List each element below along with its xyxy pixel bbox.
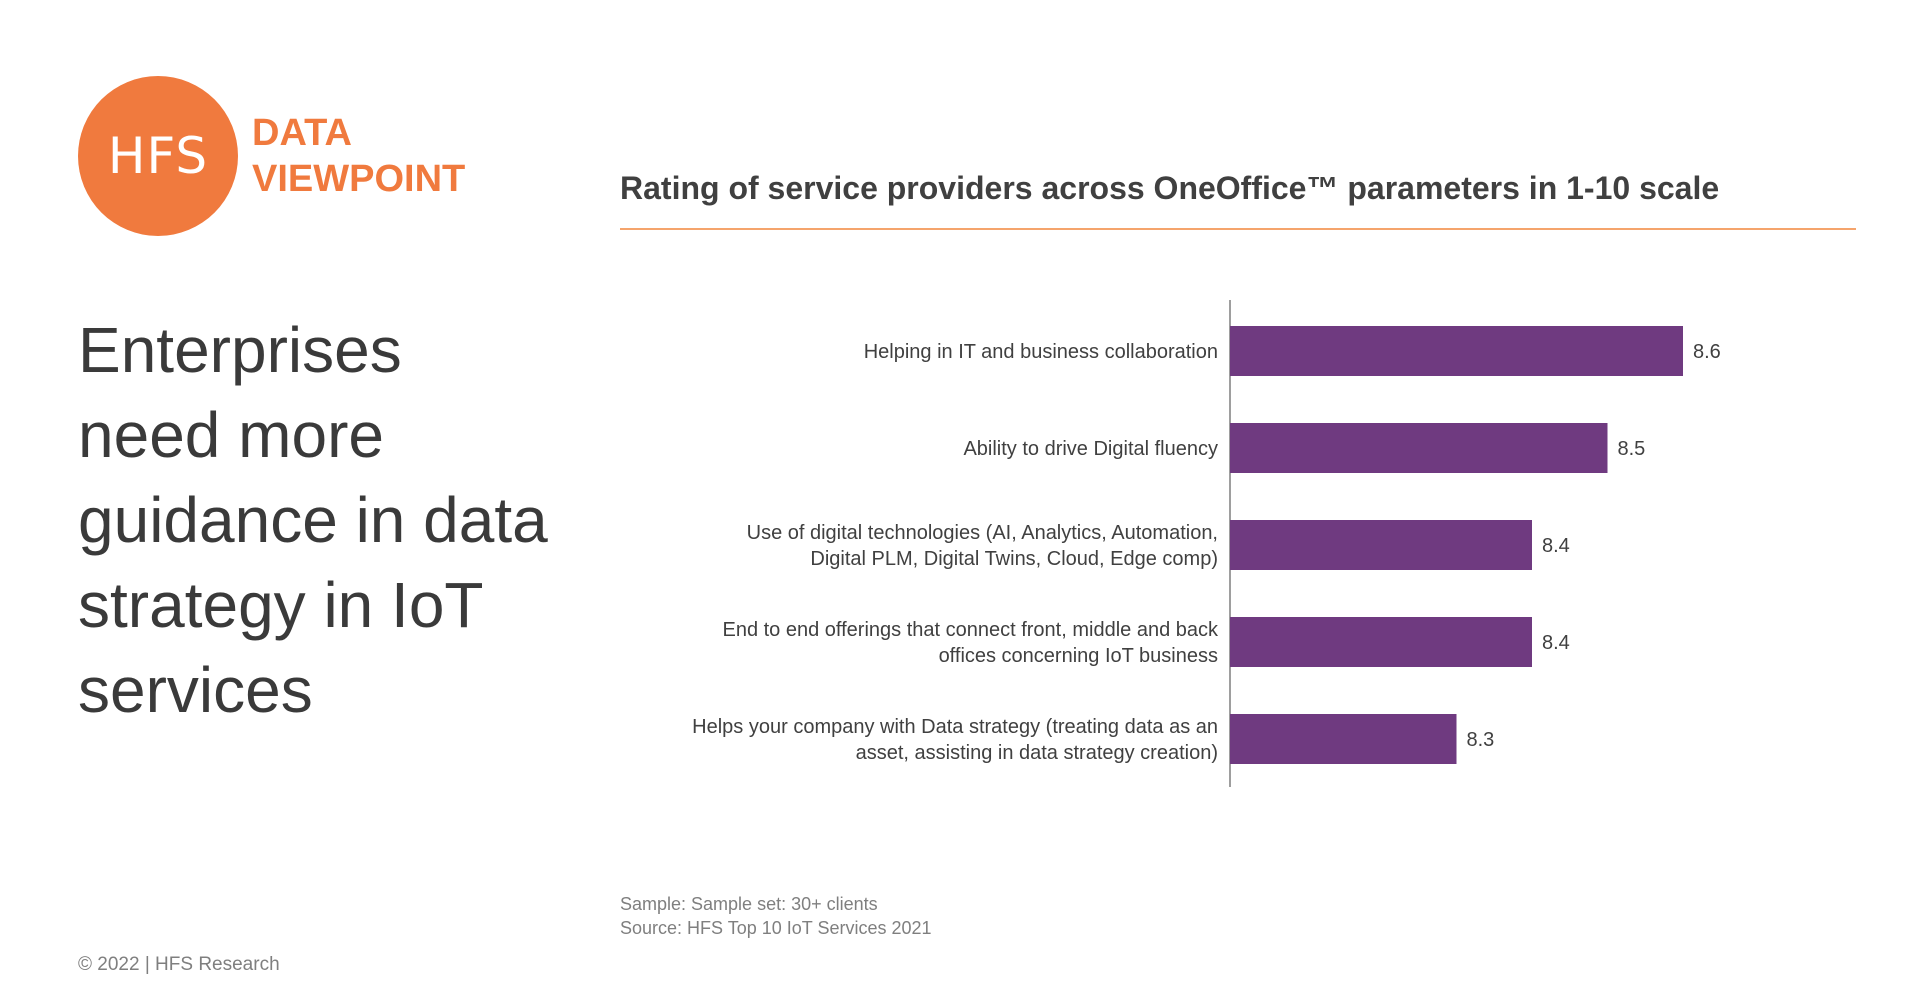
bar-value-label: 8.3	[1467, 729, 1495, 751]
bar-value-label: 8.5	[1618, 438, 1646, 460]
logo-tagline-line1: DATA	[252, 112, 352, 154]
category-label-line: Ability to drive Digital fluency	[963, 438, 1218, 460]
headline: Enterprises need more guidance in data s…	[78, 314, 548, 726]
bar	[1230, 714, 1457, 764]
category-label: End to end offerings that connect front,…	[722, 619, 1219, 667]
title-divider	[620, 228, 1856, 230]
bar-value-label: 8.6	[1693, 341, 1721, 363]
bar	[1230, 326, 1683, 376]
category-label-line: offices concerning IoT business	[939, 645, 1218, 667]
hfs-logo: HFS	[78, 76, 238, 236]
category-label-line: Use of digital technologies (AI, Analyti…	[747, 522, 1218, 544]
footnote-sample: Sample: Sample set: 30+ clients	[620, 894, 878, 914]
logo-mark: HFS	[107, 127, 209, 185]
category-label-line: Helping in IT and business collaboration	[864, 341, 1218, 363]
bar	[1230, 520, 1532, 570]
category-label: Ability to drive Digital fluency	[963, 438, 1218, 460]
category-label-line: End to end offerings that connect front,…	[722, 619, 1219, 641]
category-label: Helping in IT and business collaboration	[864, 341, 1218, 363]
logo-tagline-line2: VIEWPOINT	[252, 158, 466, 200]
copyright: © 2022 | HFS Research	[78, 954, 280, 975]
bar	[1230, 617, 1532, 667]
category-label-line: Digital PLM, Digital Twins, Cloud, Edge …	[810, 548, 1218, 570]
category-label-line: asset, assisting in data strategy creati…	[856, 742, 1218, 764]
logo-tagline: DATA VIEWPOINT	[252, 110, 465, 202]
bar-chart-svg: 8.6 Helping in IT and business collaborat…	[692, 300, 1721, 787]
footnote-source: Source: HFS Top 10 IoT Services 2021	[620, 918, 932, 938]
bar	[1230, 423, 1608, 473]
category-label-line: Helps your company with Data strategy (t…	[692, 716, 1218, 738]
category-label: Helps your company with Data strategy (t…	[692, 716, 1218, 764]
bar-chart: 8.6 Helping in IT and business collaborat…	[600, 300, 1860, 800]
chart-title: Rating of service providers across OneOf…	[620, 170, 1720, 206]
bar-value-label: 8.4	[1542, 632, 1570, 654]
bar-value-label: 8.4	[1542, 535, 1570, 557]
category-label: Use of digital technologies (AI, Analyti…	[747, 522, 1218, 570]
footnote: Sample: Sample set: 30+ clients Source: …	[620, 892, 932, 940]
